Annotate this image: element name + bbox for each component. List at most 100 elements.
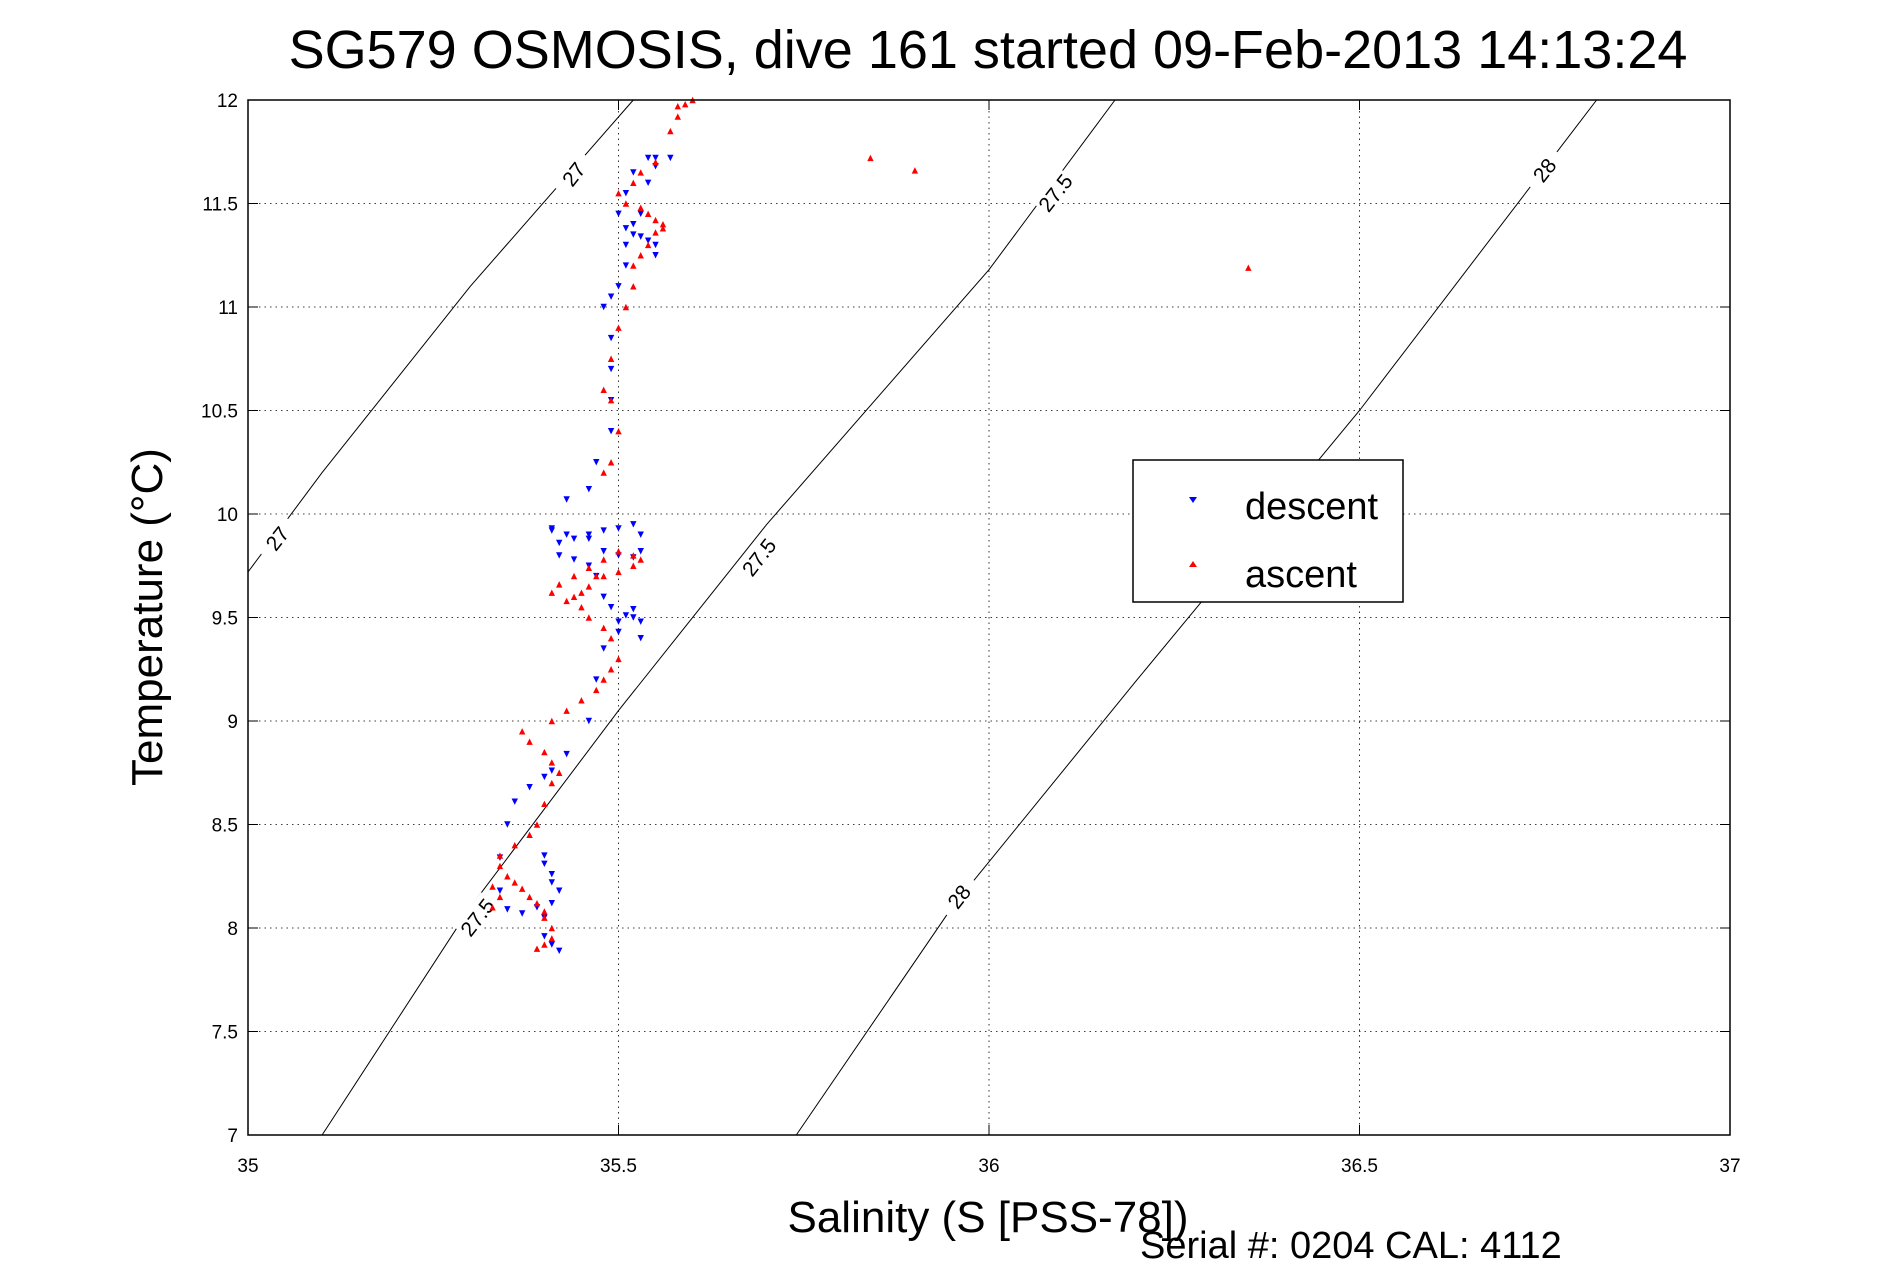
descent-point [622, 189, 630, 197]
descent-point [563, 531, 570, 538]
descent-point [556, 539, 563, 547]
descent-point [556, 552, 563, 559]
descent-point [541, 933, 548, 940]
contour-label-bg [935, 871, 982, 922]
contour-line-1 [321, 99, 1116, 1136]
ascent-point [585, 583, 593, 590]
descent-point [637, 233, 644, 240]
ascent-point [607, 666, 615, 673]
descent-point [563, 496, 570, 503]
descent-point [541, 773, 548, 781]
ascent-point [556, 769, 563, 776]
contour-line-2 [795, 99, 1597, 1136]
y-tick-label: 11 [218, 298, 238, 319]
descent-point [615, 283, 622, 290]
ascent-point [533, 945, 541, 952]
ascent-point [659, 221, 667, 228]
x-tick-label: 35.5 [600, 1156, 637, 1177]
ascent-point [674, 103, 681, 110]
ascent-point [637, 252, 644, 259]
descent-point [630, 231, 637, 238]
descent-point [504, 821, 511, 828]
contour-label-bg [550, 149, 597, 199]
ascent-point [637, 556, 644, 563]
descent-point [504, 906, 511, 913]
ascent-point [511, 879, 518, 886]
descent-point [622, 225, 630, 232]
ascent-point [615, 189, 622, 197]
ascent-point [600, 556, 607, 563]
ascent-point [548, 759, 556, 766]
ascent-point [489, 904, 496, 911]
legend: descent ascent [1132, 459, 1404, 603]
y-tick-label: 9 [227, 712, 238, 733]
contour-label-bg [1031, 167, 1078, 218]
descent-point [644, 179, 652, 186]
ascent-point [533, 821, 541, 828]
ascent-point [607, 635, 615, 642]
ascent-point [578, 697, 585, 704]
descent-point [600, 303, 607, 311]
ascent-point [615, 568, 622, 576]
ascent-point [548, 924, 556, 932]
descent-point [600, 645, 607, 652]
ascent-point [630, 283, 637, 290]
ascent-point [556, 581, 563, 588]
ascent-point [518, 885, 526, 892]
ascent-point [615, 655, 622, 663]
descent-point [585, 535, 593, 543]
ascent-point [644, 210, 652, 218]
legend-descent-marker [1189, 497, 1197, 503]
descent-point [600, 593, 607, 600]
ascent-point [496, 862, 504, 870]
descent-point [548, 941, 556, 948]
ascent-point [600, 676, 607, 683]
ascent-point [585, 564, 593, 572]
ascent-point [593, 572, 600, 580]
ascent-point [541, 748, 548, 756]
ascent-point [526, 831, 533, 839]
ascent-point [652, 229, 659, 236]
ascent-point [600, 624, 607, 632]
y-tick-label: 8 [227, 919, 238, 940]
x-tick-label: 35 [237, 1156, 258, 1177]
contour-label-bg [253, 513, 300, 563]
ascent-point [911, 167, 919, 174]
ascent-point [533, 899, 541, 907]
ascent-point [496, 893, 504, 901]
descent-point [593, 459, 600, 466]
y-tick-label: 10.5 [201, 402, 238, 423]
ascent-point [630, 262, 637, 269]
y-tick-label: 12 [217, 91, 238, 112]
ascent-point [570, 572, 578, 580]
descent-point [637, 635, 644, 642]
ascent-point [563, 597, 570, 605]
ascent-point [541, 908, 548, 915]
ascent-point [541, 914, 548, 921]
x-axis-title: Salinity (S [PSS-78]) [787, 1193, 1188, 1242]
data-series [489, 96, 1252, 954]
descent-point [556, 947, 563, 954]
contour-label-bg [735, 532, 782, 582]
descent-point [622, 241, 630, 249]
descent-point [548, 879, 556, 886]
ascent-point [518, 728, 526, 735]
descent-point [607, 428, 615, 435]
ascent-point [541, 941, 548, 948]
y-tick-label: 10 [217, 505, 238, 526]
ascent-point [637, 204, 644, 211]
ascent-point [578, 603, 585, 611]
ascent-point [615, 428, 622, 435]
descent-point [630, 614, 637, 621]
descent-point [630, 169, 637, 176]
series-ascent [489, 96, 1252, 952]
y-tick-label: 7.5 [212, 1023, 238, 1044]
descent-point [622, 262, 630, 269]
contour-label-bg [453, 892, 500, 942]
descent-point [667, 154, 674, 162]
ascent-point [496, 852, 504, 859]
ascent-point [681, 100, 689, 108]
descent-point [630, 521, 637, 528]
legend-box [1132, 459, 1404, 603]
